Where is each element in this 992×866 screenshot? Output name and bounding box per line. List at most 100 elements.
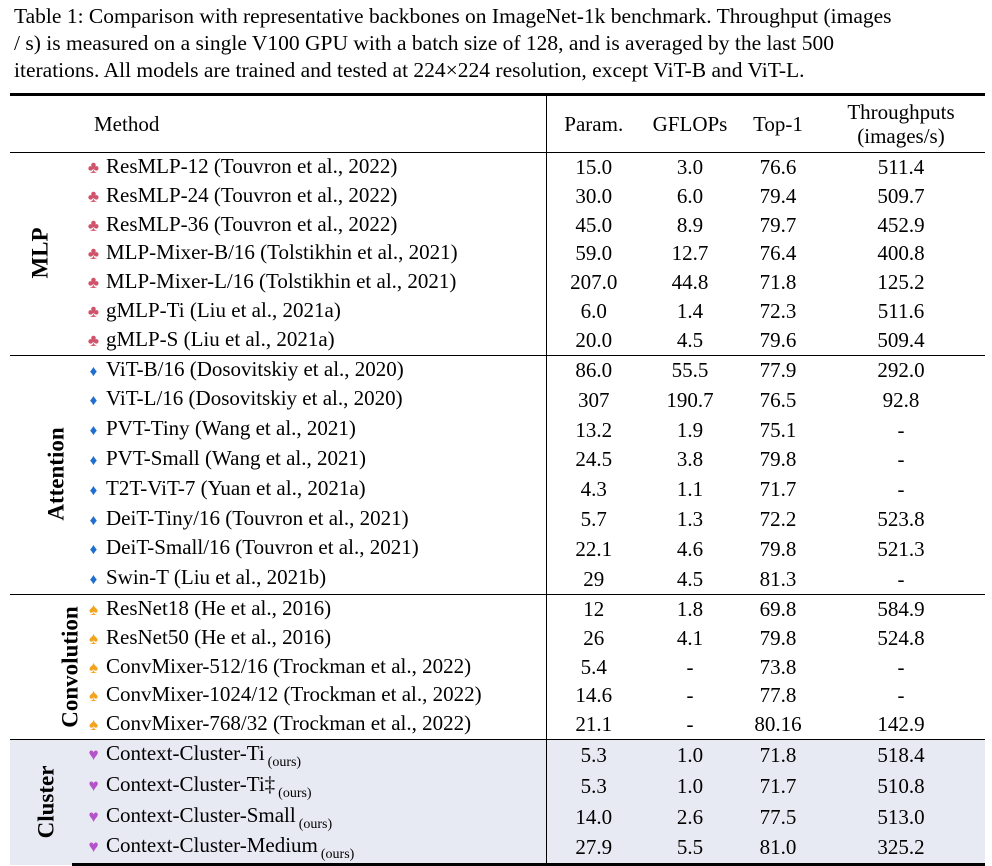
gflops-cell: 190.7	[666, 387, 714, 412]
top1-cell: 71.7	[759, 477, 797, 502]
table-row: ♦ DeiT-Small/16 (Touvron et al., 2021) 22.…	[10, 534, 985, 565]
table-caption: Table 1: Comparison with representative …	[14, 3, 984, 84]
top1-cell: 81.3	[759, 566, 797, 591]
gflops-cell: 4.1	[676, 625, 704, 650]
top1-cell: 75.1	[759, 417, 797, 442]
method-cell: ♥ Context-Cluster-Ti‡ (ours)	[72, 770, 546, 802]
param-cell: 26	[545, 623, 641, 653]
param-header: Param.	[545, 93, 641, 153]
caption-line: iterations. All models are trained and t…	[14, 58, 805, 82]
gflops-cell: 8.9	[676, 212, 704, 237]
method-name: ViT-L/16 (Dosovitskiy et al., 2020)	[106, 386, 403, 411]
method-cell: ♠ ConvMixer-512/16 (Trockman et al., 2022…	[72, 653, 546, 682]
table-row: ♠ ConvMixer-1024/12 (Trockman et al., 202…	[10, 681, 985, 711]
spade-icon: ♠	[88, 657, 99, 677]
throughput-cell: 92.8	[882, 387, 920, 412]
top1-cell: 69.8	[739, 593, 817, 624]
top1-cell: 79.8	[759, 625, 797, 650]
top1-cell: 79.6	[759, 327, 797, 352]
method-cell: ♦ Swin-T (Liu et al., 2021b)	[72, 564, 546, 594]
method-cell: ♣ ResMLP-24 (Touvron et al., 2022)	[72, 182, 546, 211]
mlp-group-label: MLP	[27, 227, 53, 279]
method-name: ResNet50 (He et al., 2016)	[106, 624, 332, 649]
gflops-cell: 4.6	[676, 536, 704, 561]
method-cell: ♦ T2T-ViT-7 (Yuan et al., 2021a)	[72, 475, 546, 505]
gflops-cell: 2.6	[641, 801, 739, 833]
top1-cell: 76.4	[759, 241, 797, 266]
method-cell: ♣ ResMLP-12 (Touvron et al., 2022)	[72, 151, 546, 182]
convolution-group-label: Convolution	[57, 605, 83, 728]
throughput-cell: 292.0	[817, 354, 985, 386]
table-row: ♣ MLP-Mixer-B/16 (Tolstikhin et al., 2021…	[10, 239, 985, 269]
method-name: MLP-Mixer-L/16 (Tolstikhin et al., 2021)	[106, 269, 457, 294]
table-row: ♦ PVT-Tiny (Wang et al., 2021) 13.2 1.9 75.1…	[10, 415, 985, 445]
top1-cell: 79.7	[759, 212, 797, 237]
gflops-cell: -	[686, 683, 694, 708]
param-cell: 12	[545, 593, 641, 624]
diamond-icon: ♦	[89, 542, 98, 559]
table-row: ♦ ViT-L/16 (Dosovitskiy et al., 2020) 307 1…	[10, 385, 985, 416]
throughput-cell: -	[897, 683, 905, 708]
ours-subscript: (ours)	[267, 754, 302, 770]
gflops-cell: 3.8	[676, 447, 704, 472]
table-row: MLP ♣ ResMLP-12 (Touvron et al., 2022) 15.0…	[10, 151, 985, 356]
param-cell: 5.3	[545, 738, 641, 771]
throughput-cell: 521.3	[877, 536, 925, 561]
method-cell: ♥ Context-Cluster-Medium (ours)	[72, 832, 546, 866]
throughput-cell: 142.9	[877, 712, 925, 737]
club-icon: ♣	[87, 244, 100, 264]
table-row: ♥ Context-Cluster-Medium (ours) 27.9 5.5 81.0…	[10, 832, 985, 866]
gflops-cell: 1.1	[676, 477, 704, 502]
diamond-icon: ♦	[89, 482, 98, 499]
ours-subscript: (ours)	[320, 847, 355, 863]
param-cell: 20.0	[545, 325, 641, 356]
attention-group: Attention ♦ ViT-B/16 (Dosovitskiy et al., …	[10, 354, 985, 595]
method-name: ConvMixer-768/32 (Trockman et al., 2022)	[106, 711, 472, 736]
method-name: ResNet18 (He et al., 2016)	[106, 595, 332, 620]
top1-cell: 77.8	[759, 683, 797, 708]
param-cell: 14.6	[545, 681, 641, 711]
ours-subscript: (ours)	[278, 785, 312, 801]
gflops-cell: 6.0	[676, 183, 704, 208]
top1-cell: 77.9	[739, 354, 817, 386]
throughput-cell: 584.9	[817, 593, 985, 624]
throughput-cell: -	[897, 477, 905, 502]
heart-icon: ♥	[88, 744, 99, 764]
param-cell: 14.0	[545, 801, 641, 833]
comparison-table-container: Method Param. GFLOPs Top-1 Throughputs (…	[10, 93, 985, 866]
throughput-header: Throughputs (images/s)	[817, 93, 985, 153]
convolution-group: Convolution ♠ ResNet18 (He et al., 2016) 12…	[10, 593, 985, 740]
table-row: Attention ♦ ViT-B/16 (Dosovitskiy et al., …	[10, 354, 985, 595]
diamond-icon: ♦	[89, 423, 98, 440]
param-cell: 27.9	[545, 832, 641, 866]
table-row: ♣ MLP-Mixer-L/16 (Tolstikhin et al., 2021…	[10, 268, 985, 297]
method-name: Context-Cluster-Ti	[106, 740, 265, 765]
table-row: ♦ PVT-Small (Wang et al., 2021) 24.5 3.8 79.…	[10, 444, 985, 475]
gflops-cell: 4.5	[676, 566, 704, 591]
method-name: MLP-Mixer-B/16 (Tolstikhin et al., 2021)	[106, 240, 458, 265]
throughput-cell: 509.7	[877, 183, 925, 208]
header-row: Method Param. GFLOPs Top-1 Throughputs (…	[10, 93, 985, 153]
top1-cell: 79.8	[759, 447, 797, 472]
method-cell: ♣ MLP-Mixer-B/16 (Tolstikhin et al., 2021…	[72, 239, 546, 268]
top1-cell: 72.2	[759, 507, 797, 532]
throughput-cell: -	[897, 447, 905, 472]
group-header	[10, 93, 72, 153]
throughput-cell: 518.4	[817, 738, 985, 771]
throughput-cell: 325.2	[817, 832, 985, 866]
spade-icon: ♠	[88, 599, 99, 619]
throughput-header-line2: (images/s)	[857, 124, 945, 148]
method-cell: ♣ MLP-Mixer-L/16 (Tolstikhin et al., 2021…	[72, 268, 546, 297]
method-name: DeiT-Small/16 (Touvron et al., 2021)	[106, 535, 419, 560]
method-name: gMLP-S (Liu et al., 2021a)	[106, 326, 335, 351]
method-cell: ♦ ViT-L/16 (Dosovitskiy et al., 2020)	[72, 385, 546, 415]
gflops-cell: 4.5	[676, 327, 704, 352]
gflops-cell: 1.9	[676, 417, 704, 442]
top1-cell: 71.7	[739, 770, 817, 802]
throughput-cell: 510.8	[817, 770, 985, 802]
method-name: PVT-Tiny (Wang et al., 2021)	[106, 416, 356, 441]
method-cell: ♣ gMLP-Ti (Liu et al., 2021a)	[72, 297, 546, 326]
param-cell: 29	[545, 564, 641, 595]
attention-group-label-cell: Attention	[10, 354, 72, 595]
throughput-cell: 524.8	[877, 625, 925, 650]
